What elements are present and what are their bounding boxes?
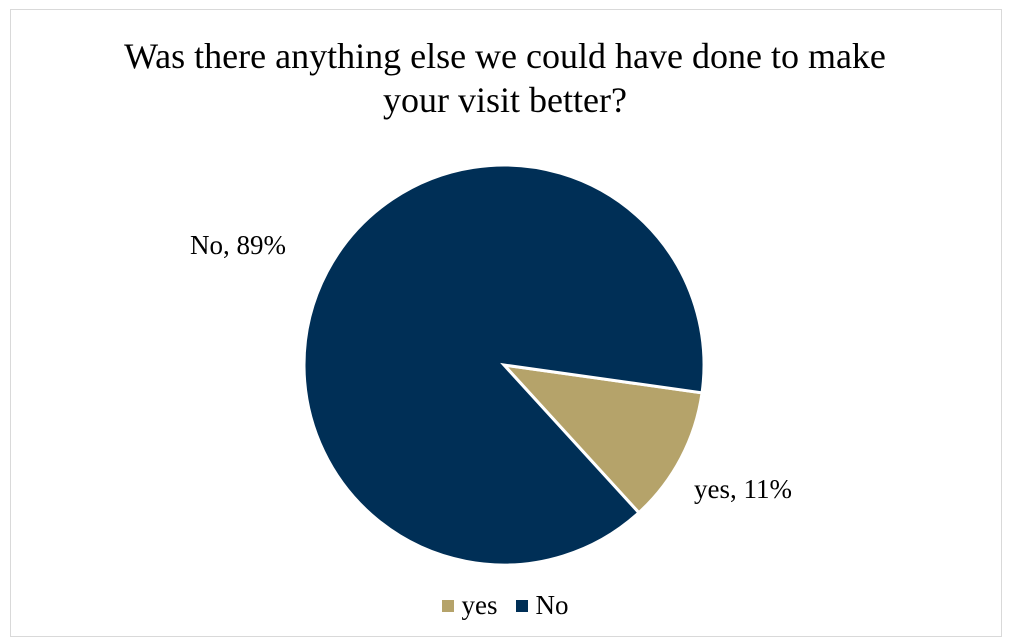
legend-swatch-no xyxy=(515,599,528,612)
legend-item-yes: yes xyxy=(441,590,498,621)
slice-label-no: No, 89% xyxy=(190,230,286,260)
legend-label-no: No xyxy=(535,590,569,620)
legend-label-yes: yes xyxy=(461,590,498,620)
pie-slice-yes xyxy=(500,362,704,515)
chart-title-line-2: your visit better? xyxy=(383,80,627,120)
legend-item-no: No xyxy=(515,590,569,621)
legend: yes No xyxy=(0,590,1010,621)
slice-label-yes: yes, 11% xyxy=(694,474,792,504)
chart-title: Was there anything else we could have do… xyxy=(0,34,1010,122)
legend-swatch-yes xyxy=(441,599,454,612)
chart-title-line-1: Was there anything else we could have do… xyxy=(124,36,886,76)
pie-slice-no xyxy=(302,163,706,567)
